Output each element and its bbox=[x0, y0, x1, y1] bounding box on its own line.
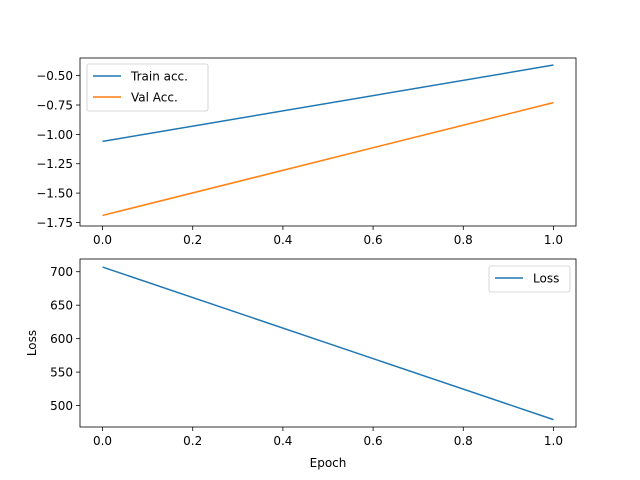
y-tick-label-1-2: 600 bbox=[50, 332, 73, 346]
y-tick-label-1-3: 650 bbox=[50, 299, 73, 313]
y-tick-label-0-3: −1.00 bbox=[36, 128, 73, 142]
y-tick-label-0-5: −0.50 bbox=[36, 69, 73, 83]
y-axis-label-1: Loss bbox=[25, 330, 39, 356]
x-tick-label-0-0: 0.0 bbox=[93, 233, 112, 247]
x-tick-label-1-1: 0.2 bbox=[183, 434, 202, 448]
x-tick-label-0-4: 0.8 bbox=[454, 233, 473, 247]
axes-frame-0 bbox=[79, 57, 577, 227]
y-tick-label-1-4: 700 bbox=[50, 265, 73, 279]
x-tick-label-0-2: 0.4 bbox=[273, 233, 292, 247]
y-tick-label-0-4: −0.75 bbox=[36, 98, 73, 112]
x-tick-label-0-3: 0.6 bbox=[364, 233, 383, 247]
legend-0: Train acc. Val Acc. bbox=[86, 63, 209, 112]
x-axis-label-1: Epoch bbox=[310, 456, 347, 470]
x-tick-label-1-2: 0.4 bbox=[273, 434, 292, 448]
y-tick-label-0-1: −1.50 bbox=[36, 187, 73, 201]
legend-box-1 bbox=[488, 265, 571, 293]
legend-label-0-0: Train acc. bbox=[130, 70, 188, 84]
series-line-1-0 bbox=[102, 266, 554, 421]
x-tick-label-0-1: 0.2 bbox=[183, 233, 202, 247]
axes-frame-1 bbox=[79, 258, 577, 428]
series-line-0-0 bbox=[102, 64, 554, 143]
y-tick-label-0-0: −1.75 bbox=[36, 216, 73, 230]
chart-0: 0.0 0.2 0.4 0.6 0.8 1.0 −1.75 −1.50 −1.25 −1.00 −0… bbox=[36, 57, 577, 247]
y-tick-label-1-1: 550 bbox=[50, 366, 73, 380]
chart-1: 0.0 0.2 0.4 0.6 0.8 1.0 500 550 600 650 700 Epoch Lo… bbox=[25, 258, 577, 470]
y-tick-label-0-2: −1.25 bbox=[36, 157, 73, 171]
x-tick-label-1-5: 1.0 bbox=[544, 434, 563, 448]
x-tick-label-1-4: 0.8 bbox=[454, 434, 473, 448]
x-tick-label-1-0: 0.0 bbox=[93, 434, 112, 448]
x-tick-label-0-5: 1.0 bbox=[544, 233, 563, 247]
legend-label-1-0: Loss bbox=[533, 272, 559, 286]
y-tick-label-1-0: 500 bbox=[50, 399, 73, 413]
legend-1: Loss bbox=[488, 265, 571, 293]
x-tick-label-1-3: 0.6 bbox=[364, 434, 383, 448]
legend-label-0-1: Val Acc. bbox=[131, 91, 178, 105]
series-line-0-1 bbox=[102, 101, 554, 217]
